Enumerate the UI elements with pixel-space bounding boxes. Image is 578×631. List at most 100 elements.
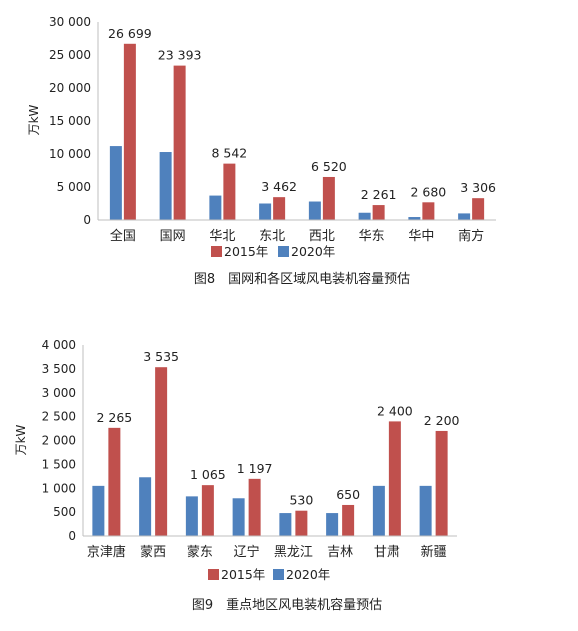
y-tick-label: 3 000 [42, 386, 76, 400]
y-tick-label: 20 000 [49, 81, 91, 95]
bar-2015-4 [273, 197, 286, 220]
bar-2015-3 [223, 163, 236, 220]
chart-8-y-axis-label: 万kW [27, 104, 41, 135]
x-category-label: 华北 [209, 229, 235, 244]
chart-9-x-categories: 京津唐 蒙西 蒙东 辽宁 黑龙江 吉林 甘肃 新疆 [87, 544, 447, 560]
legend-swatch-2020 [278, 246, 289, 257]
y-tick-label: 1 500 [42, 457, 76, 471]
chart-8-legend: 2015年 2020年 [211, 244, 335, 259]
x-category-label: 吉林 [327, 545, 353, 560]
x-category-label: 京津唐 [87, 544, 126, 560]
bar-2020-4 [232, 498, 245, 536]
chart-8-y-ticks: 0 5 000 10 000 15 000 20 000 25 000 30 000 [49, 15, 91, 227]
y-tick-label: 0 [83, 213, 91, 227]
x-category-label: 新疆 [421, 544, 447, 560]
bar-2015-2 [173, 65, 186, 220]
x-category-label: 蒙西 [140, 545, 166, 560]
bar-2020-7 [372, 485, 385, 536]
x-category-label: 蒙东 [187, 545, 213, 560]
x-category-label: 黑龙江 [274, 545, 313, 560]
legend-label-2015: 2015年 [221, 567, 265, 582]
bar-2020-1 [92, 485, 105, 536]
y-tick-label: 10 000 [49, 147, 91, 161]
x-category-label: 国网 [160, 229, 186, 244]
x-category-label: 东北 [259, 229, 285, 244]
bar-2020-4 [259, 203, 272, 220]
bar-2015-3 [201, 485, 214, 536]
data-label: 3 306 [460, 180, 496, 195]
data-label: 1 197 [237, 461, 273, 476]
x-category-label: 西北 [309, 229, 335, 244]
x-category-label: 辽宁 [234, 544, 260, 560]
chart-9-caption: 图9 重点地区风电装机容量预估 [192, 597, 382, 613]
data-label: 650 [336, 487, 360, 502]
legend-label-2015: 2015年 [224, 244, 268, 259]
y-tick-label: 2 500 [42, 410, 76, 424]
bar-2015-1 [108, 427, 121, 536]
data-label: 2 680 [410, 184, 446, 199]
bar-2015-6 [342, 504, 355, 536]
y-tick-label: 15 000 [49, 114, 91, 128]
y-tick-label: 30 000 [49, 15, 91, 29]
bar-2020-3 [185, 496, 198, 536]
bar-2020-5 [308, 201, 321, 220]
bar-2020-1 [109, 146, 122, 220]
chart-8-caption: 图8 国网和各区域风电装机容量预估 [194, 271, 410, 287]
bar-2020-2 [139, 477, 152, 536]
bar-2015-6 [372, 205, 385, 220]
data-label: 2 200 [424, 413, 460, 428]
bar-2020-8 [458, 213, 471, 220]
y-tick-label: 4 000 [42, 338, 76, 352]
bar-2020-6 [326, 513, 339, 536]
y-tick-label: 3 500 [42, 362, 76, 376]
data-label: 23 393 [158, 48, 202, 63]
chart-9-data-labels: 2 265 3 535 1 065 1 197 530 650 2 400 2 200 [96, 349, 459, 507]
y-tick-label: 2 000 [42, 434, 76, 448]
bar-2020-2 [159, 152, 172, 220]
y-tick-label: 500 [53, 505, 76, 519]
chart-8-data-labels: 26 699 23 393 8 542 3 462 6 520 2 261 2 680 3 3… [108, 26, 496, 202]
bar-2015-7 [422, 202, 435, 220]
bar-2015-4 [248, 478, 261, 536]
legend-swatch-2015 [211, 246, 222, 257]
chart-8-bars [109, 43, 485, 221]
chart-9-y-ticks: 0 500 1 000 1 500 2 000 2 500 3 000 3 500 4 000 [42, 338, 76, 543]
bar-2020-7 [408, 217, 421, 220]
data-label: 26 699 [108, 26, 152, 41]
x-category-label: 华中 [408, 229, 434, 244]
bar-2020-8 [419, 485, 432, 536]
legend-swatch-2015 [208, 569, 219, 580]
x-category-label: 甘肃 [374, 545, 400, 560]
bar-2020-3 [209, 195, 222, 220]
bar-2015-7 [388, 421, 401, 536]
legend-label-2020: 2020年 [291, 244, 335, 259]
y-tick-label: 5 000 [57, 180, 91, 194]
data-label: 2 261 [361, 187, 397, 202]
data-label: 530 [289, 493, 313, 508]
bar-2020-5 [279, 513, 292, 536]
data-label: 6 520 [311, 159, 347, 174]
chart-9-y-axis-label: 万kW [14, 424, 28, 455]
chart-figure-8: 0 5 000 10 000 15 000 20 000 25 000 30 000 全国 国… [27, 15, 496, 287]
legend-swatch-2020 [273, 569, 284, 580]
data-label: 1 065 [190, 467, 226, 482]
x-category-label: 全国 [110, 228, 136, 244]
data-label: 3 535 [143, 349, 179, 364]
y-tick-label: 25 000 [49, 48, 91, 62]
data-label: 2 265 [96, 410, 132, 425]
x-category-label: 南方 [458, 228, 484, 244]
bar-2015-2 [155, 367, 168, 536]
bar-2020-6 [358, 212, 371, 220]
chart-9-legend: 2015年 2020年 [208, 567, 330, 582]
data-label: 8 542 [211, 146, 247, 161]
legend-label-2020: 2020年 [286, 567, 330, 582]
y-tick-label: 1 000 [42, 481, 76, 495]
data-label: 3 462 [261, 179, 297, 194]
bar-2015-1 [123, 43, 136, 221]
bar-2015-8 [472, 198, 485, 220]
x-category-label: 华东 [359, 229, 385, 244]
data-label: 2 400 [377, 403, 413, 418]
bar-2015-5 [322, 176, 335, 220]
